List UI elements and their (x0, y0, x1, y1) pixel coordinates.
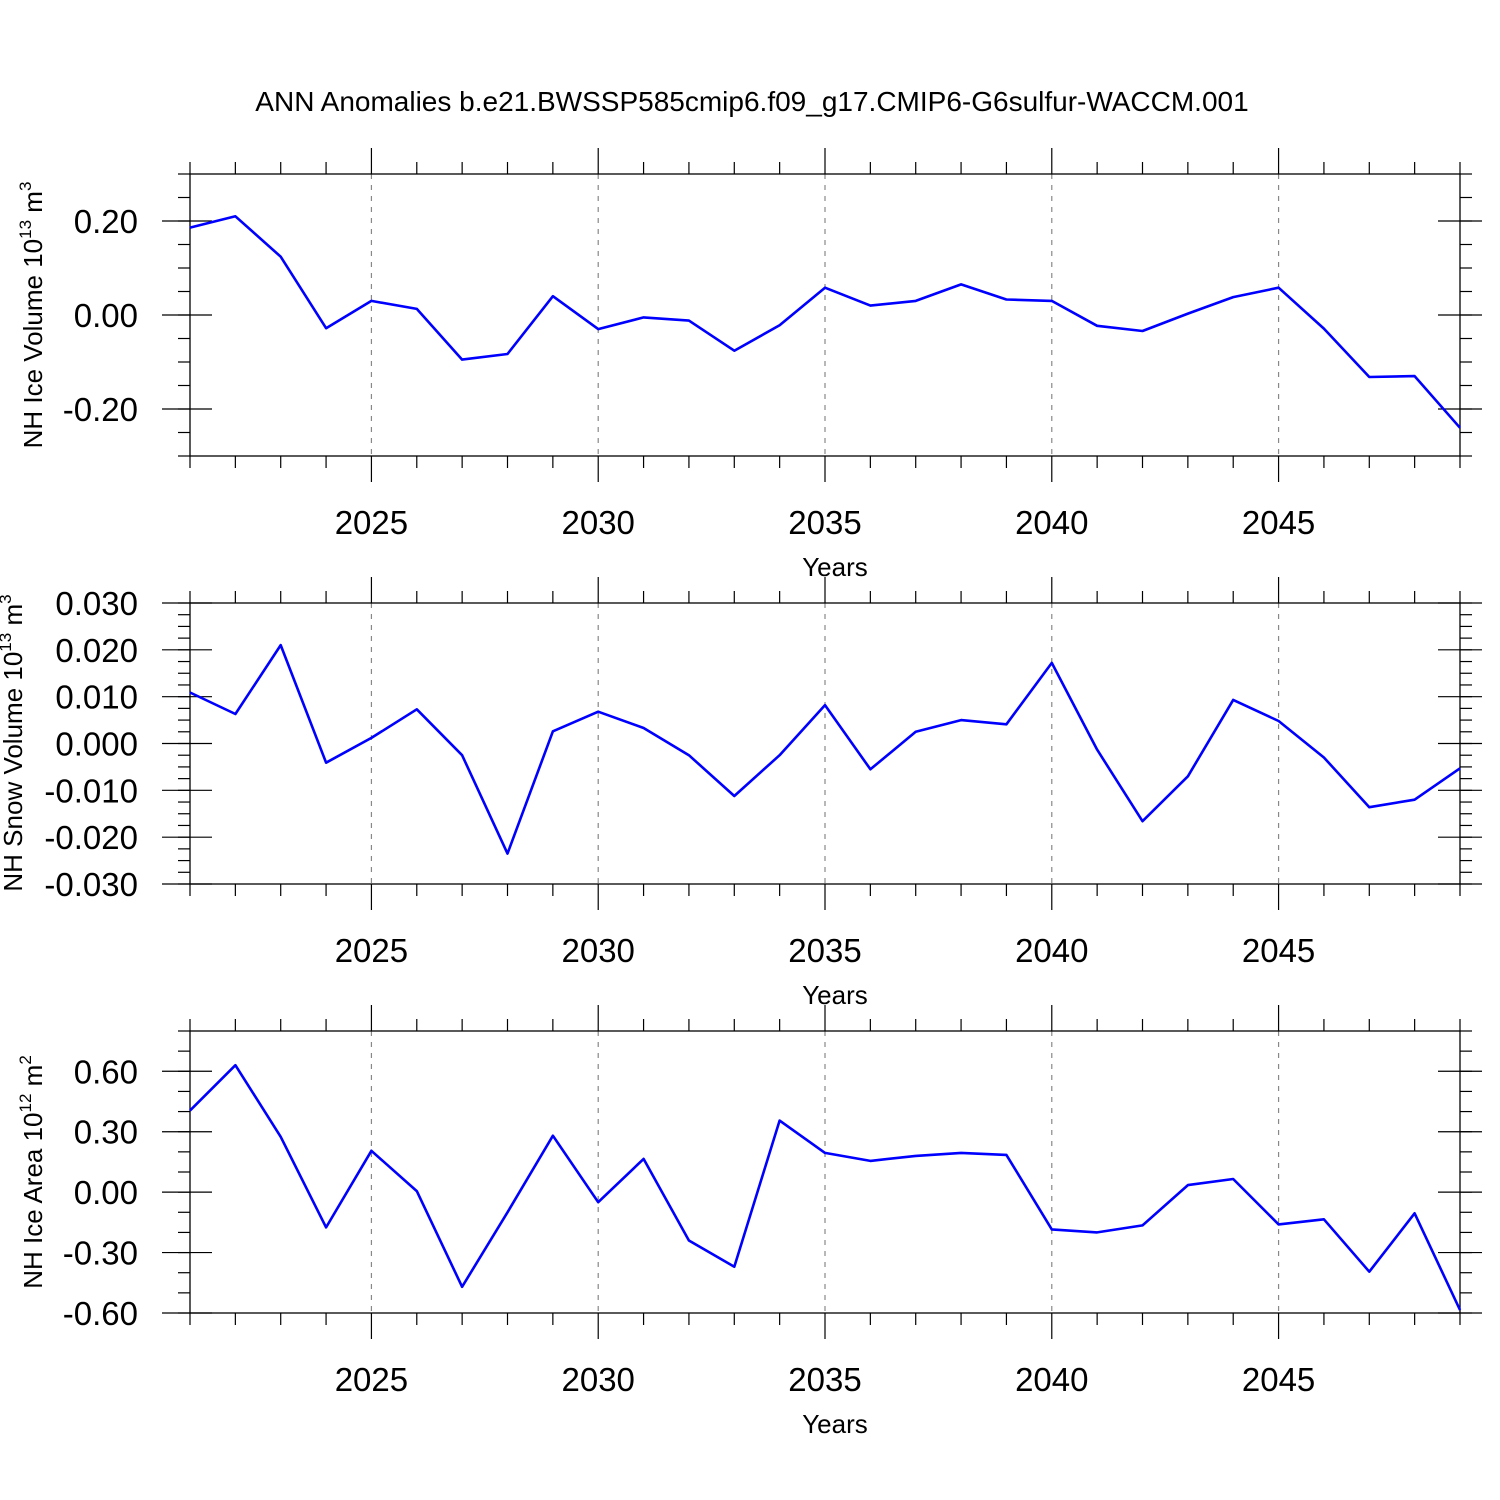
chart-panel-1: 2025 2030 2035 2040 2045 -0.20 0.00 0.20 Years NH… (16, 148, 1482, 582)
series-line (189, 643, 1461, 855)
x-tick-label: 2040 (1015, 932, 1088, 969)
y-tick-label: 0.00 (74, 1174, 138, 1211)
y-tick-label: -0.010 (44, 772, 138, 809)
x-tick-label: 2045 (1242, 1361, 1315, 1398)
chart-panels: 2025 2030 2035 2040 2045 -0.20 0.00 0.20 Years NH… (0, 148, 1482, 1439)
x-tick-label: 2045 (1242, 504, 1315, 541)
x-tick-label: 2025 (335, 504, 408, 541)
y-axis-label: NH Snow Volume 1013 m3 (0, 594, 28, 891)
chart-panel-2: 2025 2030 2035 2040 2045 -0.030 -0.020 -0.010 0.… (0, 577, 1482, 1010)
y-tick-label: -0.030 (44, 866, 138, 903)
y-tick-label: -0.60 (63, 1295, 138, 1332)
x-tick-label: 2025 (335, 1361, 408, 1398)
y-axis-label: NH Ice Volume 1013 m3 (16, 182, 48, 449)
y-tick-label: -0.020 (44, 819, 138, 856)
x-tick-label: 2030 (562, 932, 635, 969)
y-tick-label: -0.20 (63, 391, 138, 428)
plot-frame (189, 173, 1461, 457)
series-line (189, 215, 1461, 429)
y-tick-label: -0.30 (63, 1235, 138, 1272)
y-tick-label: 0.020 (55, 632, 138, 669)
y-axis-label: NH Ice Area 1012 m2 (16, 1055, 48, 1289)
plot-frame (189, 602, 1461, 885)
x-axis-label: Years (802, 552, 868, 582)
y-tick-label: 0.030 (55, 585, 138, 622)
x-tick-label: 2035 (788, 1361, 861, 1398)
chart-title: ANN Anomalies b.e21.BWSSP585cmip6.f09_g1… (255, 86, 1248, 117)
y-tick-label: 0.010 (55, 679, 138, 716)
x-tick-label: 2035 (788, 932, 861, 969)
x-tick-label: 2025 (335, 932, 408, 969)
y-tick-label: 0.20 (74, 203, 138, 240)
x-tick-label: 2040 (1015, 1361, 1088, 1398)
series-line (189, 1063, 1462, 1311)
x-tick-label: 2030 (562, 504, 635, 541)
plot-frame (189, 1030, 1461, 1314)
x-tick-label: 2030 (562, 1361, 635, 1398)
x-tick-label: 2040 (1015, 504, 1088, 541)
y-tick-label: 0.30 (74, 1114, 138, 1151)
y-tick-label: 0.000 (55, 726, 138, 763)
chart-panel-3: 2025 2030 2035 2040 2045 -0.60 -0.30 0.00 0.30 0.… (16, 1005, 1482, 1439)
y-tick-label: 0.60 (74, 1053, 138, 1090)
x-axis-label: Years (802, 1409, 868, 1439)
x-axis-label: Years (802, 980, 868, 1010)
x-tick-label: 2045 (1242, 932, 1315, 969)
y-tick-label: 0.00 (74, 297, 138, 334)
x-tick-label: 2035 (788, 504, 861, 541)
